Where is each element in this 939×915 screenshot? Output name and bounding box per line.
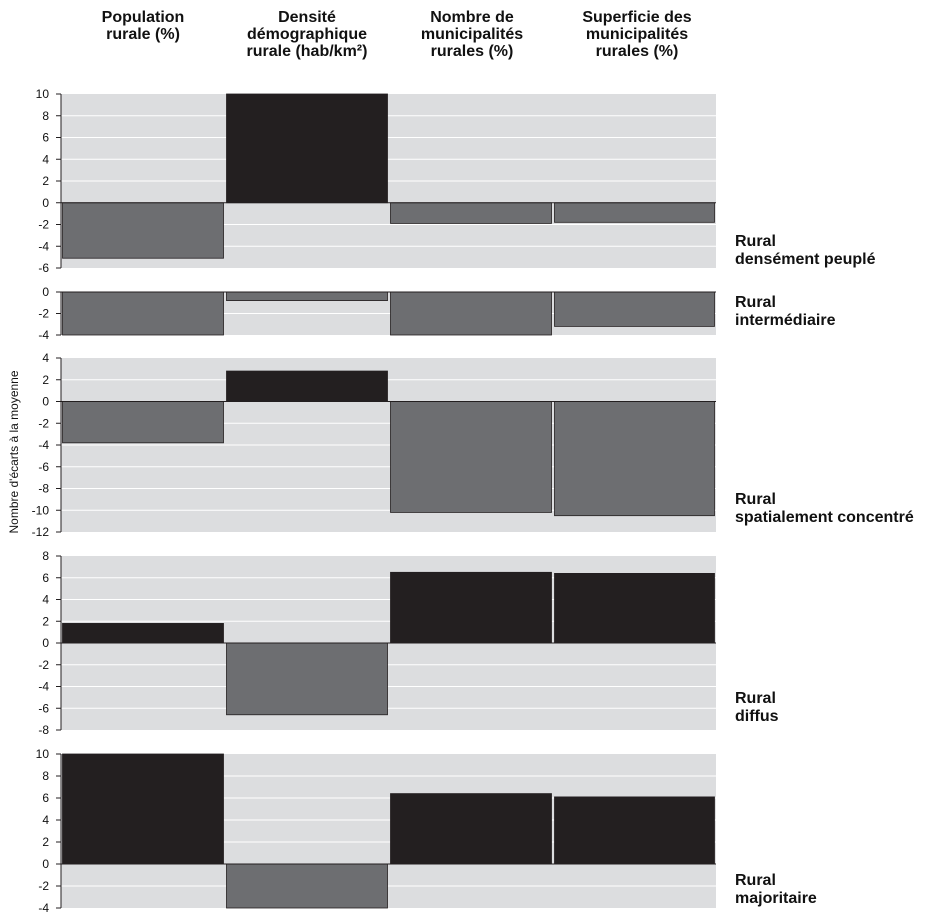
panel-3-label-line-0: Rural — [735, 690, 776, 707]
panel-4-label-line-0: Rural — [735, 872, 776, 889]
panel-3-tick-label-8: -8 — [38, 723, 49, 737]
panel-3-bar-2 — [390, 571, 552, 644]
column-title-2-line-2: rurales (%) — [431, 43, 514, 60]
panel-4-bar-1 — [226, 863, 388, 909]
panel-3-tick-label-2: 4 — [42, 593, 49, 607]
panel-2-label-line-0: Rural — [735, 491, 776, 508]
panel-0-tick-label-0: 10 — [36, 87, 50, 101]
panel-0-bar-2 — [390, 202, 552, 224]
panel-0-tick-label-4: 2 — [42, 174, 49, 188]
column-title-2-line-0: Nombre de — [430, 9, 514, 26]
panel-0-label-line-1: densément peuplé — [735, 251, 876, 268]
panel-2-tick-label-6: -8 — [38, 482, 49, 496]
panel-3-bar-1 — [226, 642, 388, 716]
panel-4-tick-label-7: -4 — [38, 901, 49, 915]
panel-3-tick-label-5: -2 — [38, 658, 49, 672]
column-title-2-line-1: municipalités — [421, 26, 523, 43]
panel-0-bar-1 — [226, 93, 388, 204]
panel-3-tick-label-4: 0 — [42, 636, 49, 650]
panel-4-bar-2 — [390, 793, 552, 865]
panel-1-bar-1 — [226, 291, 388, 302]
panel-3-label-line-1: diffus — [735, 708, 779, 725]
panel-2-bar-0 — [62, 401, 224, 444]
panel-1-tick-label-2: -4 — [38, 328, 49, 342]
column-title-3-line-0: Superficie des — [582, 9, 691, 26]
panel-1-tick-label-1: -2 — [38, 307, 49, 321]
panel-4-label-line-1: majoritaire — [735, 890, 817, 907]
panel-2-label-line-1: spatialement concentré — [735, 509, 914, 526]
panel-2-tick-label-1: 2 — [42, 373, 49, 387]
panel-3-tick-label-7: -6 — [38, 701, 49, 715]
panel-1-label-line-0: Rural — [735, 294, 776, 311]
panel-3-tick-label-6: -4 — [38, 680, 49, 694]
panel-1-tick-label-0: 0 — [42, 285, 49, 299]
panel-0-bar-3 — [554, 202, 715, 223]
panel-0-bar-0 — [62, 202, 224, 259]
column-title-1-line-2: rurale (hab/km²) — [247, 43, 368, 60]
column-title-3-line-1: municipalités — [586, 26, 688, 43]
panel-4-tick-label-5: 0 — [42, 857, 49, 871]
panel-0-tick-label-7: -4 — [38, 239, 49, 253]
y-axis-label: Nombre d'écarts à la moyenne — [7, 370, 21, 533]
panel-2-tick-label-4: -4 — [38, 438, 49, 452]
panel-2-tick-label-5: -6 — [38, 460, 49, 474]
panel-4-tick-label-0: 10 — [36, 747, 50, 761]
panel-1-bar-2 — [390, 291, 552, 336]
panel-2-tick-label-8: -12 — [32, 525, 50, 539]
panel-3-tick-label-3: 2 — [42, 614, 49, 628]
column-title-1-line-0: Densité — [278, 9, 336, 26]
panel-2-tick-label-2: 0 — [42, 395, 49, 409]
panel-0-label-line-0: Rural — [735, 233, 776, 250]
panel-0-tick-label-3: 4 — [42, 152, 49, 166]
column-title-3-line-2: rurales (%) — [596, 43, 679, 60]
panel-2-tick-label-7: -10 — [32, 503, 50, 517]
panel-3-bar-3 — [554, 573, 715, 644]
panel-1-label-line-1: intermédiaire — [735, 312, 836, 329]
panel-4-tick-label-3: 4 — [42, 813, 49, 827]
panel-4-tick-label-6: -2 — [38, 879, 49, 893]
panel-3-tick-label-1: 6 — [42, 571, 49, 585]
panel-2-tick-label-3: -2 — [38, 416, 49, 430]
panel-3-tick-label-0: 8 — [42, 549, 49, 563]
panel-4-tick-label-2: 6 — [42, 791, 49, 805]
panel-4-bar-0 — [62, 753, 224, 865]
panel-0-tick-label-5: 0 — [42, 196, 49, 210]
panel-1-bar-0 — [62, 291, 224, 336]
column-title-1-line-1: démographique — [247, 26, 367, 43]
panel-4-tick-label-1: 8 — [42, 769, 49, 783]
panel-2-bar-2 — [390, 401, 552, 513]
panel-1-bar-3 — [554, 291, 715, 327]
panel-3-bar-0 — [62, 623, 224, 644]
panel-2-tick-label-0: 4 — [42, 351, 49, 365]
panel-2-bar-3 — [554, 401, 715, 517]
panel-2-bar-1 — [226, 370, 388, 402]
panel-0-tick-label-8: -6 — [38, 261, 49, 275]
panel-0-tick-label-6: -2 — [38, 218, 49, 232]
panel-0-tick-label-2: 6 — [42, 131, 49, 145]
column-title-0-line-0: Population — [102, 9, 185, 26]
panel-4-tick-label-4: 2 — [42, 835, 49, 849]
panel-0-tick-label-1: 8 — [42, 109, 49, 123]
panel-4-bar-3 — [554, 796, 715, 865]
column-title-0-line-1: rurale (%) — [106, 26, 180, 43]
